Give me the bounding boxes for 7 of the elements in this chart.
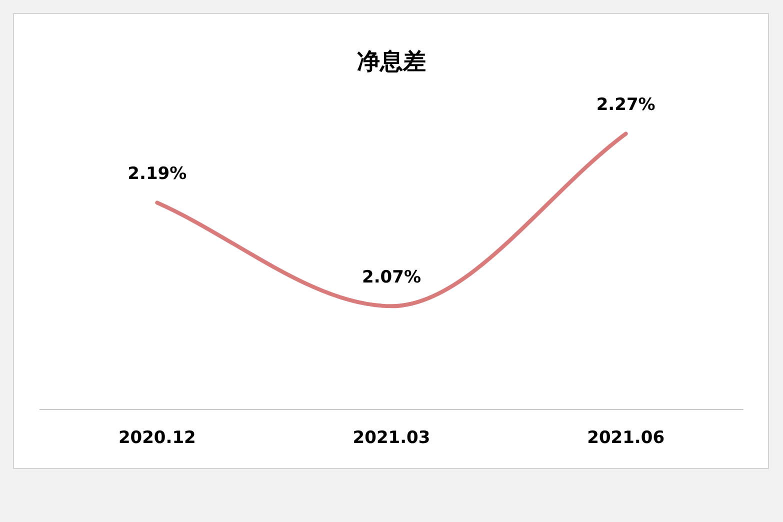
data-label: 2.07% <box>362 268 421 288</box>
x-tick-label: 2021.06 <box>587 428 665 448</box>
data-label: 2.27% <box>596 95 656 116</box>
x-tick-label: 2020.12 <box>118 428 196 448</box>
x-tick-label: 2021.03 <box>352 428 430 448</box>
data-label: 2.19% <box>128 164 187 184</box>
chart-title: 净息差 <box>357 48 426 75</box>
